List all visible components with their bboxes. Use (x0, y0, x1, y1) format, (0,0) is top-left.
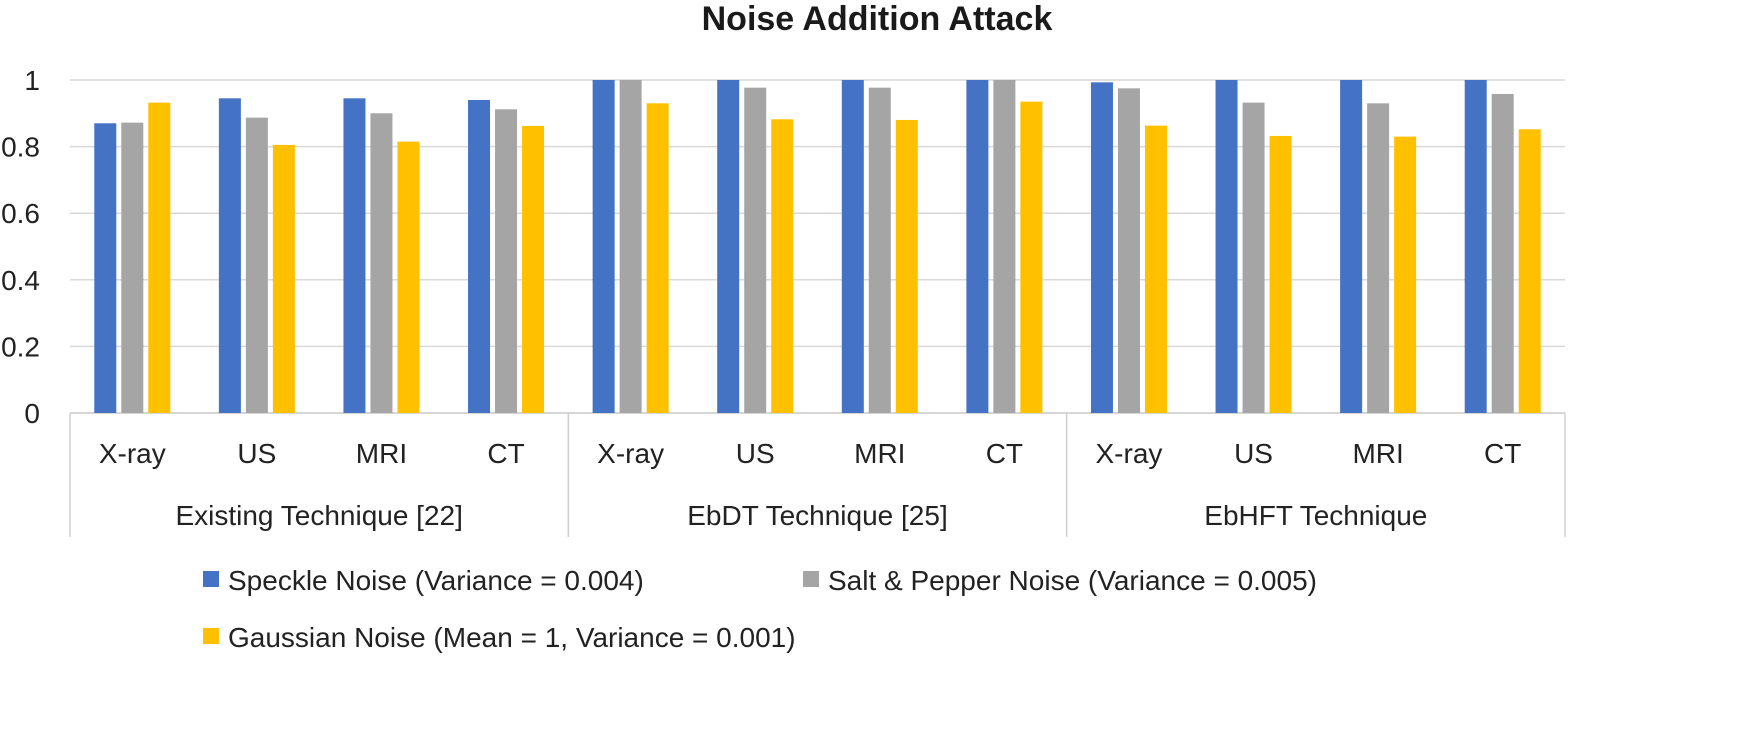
bar (771, 119, 794, 413)
category-label: X-ray (99, 438, 166, 469)
category-label: CT (1484, 438, 1521, 469)
group-label: EbDT Technique [25] (687, 500, 947, 531)
bar (94, 123, 117, 413)
bar (495, 109, 518, 413)
bar (1020, 101, 1043, 414)
y-axis-ticks: 0 0.2 0.4 0.6 0.8 1 (1, 65, 40, 429)
bar (121, 122, 144, 414)
bar (1269, 135, 1292, 413)
bar (397, 141, 420, 414)
bar (1144, 125, 1167, 413)
category-label: MRI (854, 438, 905, 469)
category-label: X-ray (597, 438, 664, 469)
legend-label: Speckle Noise (Variance = 0.004) (228, 565, 644, 596)
x-axis: X-ray US MRI CT Existing Technique [22] X-ray… (69, 413, 1566, 537)
bar (343, 98, 366, 413)
bar (993, 80, 1016, 413)
bar (717, 80, 740, 413)
category-label: US (1234, 438, 1273, 469)
bar (1464, 80, 1487, 413)
bar (1090, 82, 1113, 414)
category-label: CT (986, 438, 1023, 469)
bar (1215, 80, 1238, 413)
bar (1367, 103, 1390, 413)
legend-swatch (203, 628, 219, 644)
bar (522, 125, 545, 413)
bar (370, 113, 393, 414)
legend-swatch (803, 571, 819, 587)
category-label: US (237, 438, 276, 469)
bar (1242, 102, 1265, 414)
bar (1340, 80, 1363, 413)
legend-label: Salt & Pepper Noise (Variance = 0.005) (828, 565, 1317, 596)
y-tick-label: 0 (24, 398, 40, 429)
bar (646, 103, 669, 413)
bar (868, 87, 891, 413)
y-tick-label: 1 (24, 65, 40, 96)
category-label: X-ray (1096, 438, 1163, 469)
y-tick-label: 0.6 (1, 198, 40, 229)
bar (1117, 88, 1140, 413)
bar (1518, 129, 1541, 413)
category-label: CT (487, 438, 524, 469)
category-label: MRI (356, 438, 407, 469)
bar (1394, 136, 1417, 414)
bar (1491, 93, 1514, 414)
group-label: EbHFT Technique (1204, 500, 1427, 531)
group-label: Existing Technique [22] (175, 500, 462, 531)
bar (841, 80, 864, 413)
bar (468, 99, 491, 413)
bar (245, 117, 268, 413)
legend-swatch (203, 571, 219, 587)
chart-title: Noise Addition Attack (702, 0, 1053, 38)
bar (272, 144, 295, 413)
bar (592, 80, 615, 413)
bar (966, 80, 989, 413)
bar (218, 98, 241, 413)
y-tick-label: 0.8 (1, 132, 40, 163)
legend-label: Gaussian Noise (Mean = 1, Variance = 0.0… (228, 622, 796, 653)
category-label: MRI (1352, 438, 1403, 469)
y-tick-label: 0.2 (1, 331, 40, 362)
y-tick-label: 0.4 (1, 265, 40, 296)
bar (619, 80, 642, 413)
bar (148, 102, 171, 414)
gridlines (70, 79, 1565, 414)
category-label: US (736, 438, 775, 469)
bar (744, 87, 767, 413)
bars (94, 80, 1541, 414)
legend: Speckle Noise (Variance = 0.004) Salt & P… (203, 565, 1317, 653)
bar (895, 119, 918, 414)
